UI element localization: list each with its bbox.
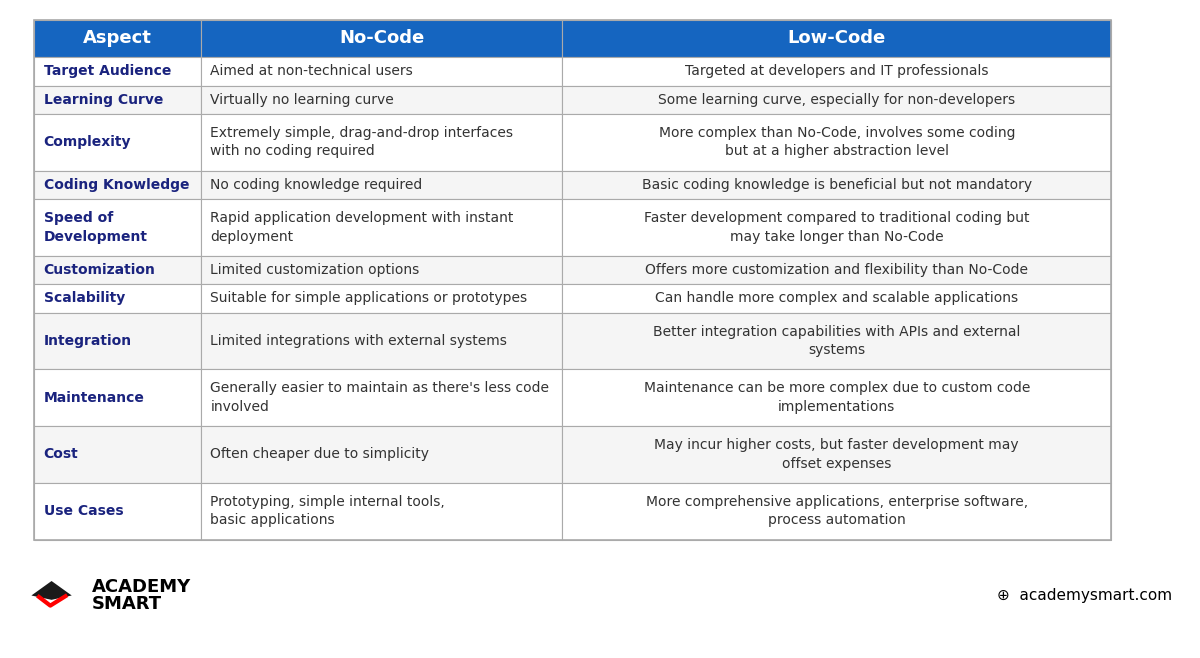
Bar (202, 369, 562, 426)
Text: Generally easier to maintain as there's less code
involved: Generally easier to maintain as there's … (210, 382, 550, 414)
Text: Faster development compared to traditional coding but
may take longer than No-Co: Faster development compared to tradition… (644, 211, 1030, 243)
Text: Maintenance can be more complex due to custom code
implementations: Maintenance can be more complex due to c… (643, 382, 1030, 414)
Bar (202, 313, 562, 369)
Bar (35, 313, 202, 369)
Text: Customization: Customization (43, 263, 156, 277)
Text: Targeted at developers and IT professionals: Targeted at developers and IT profession… (685, 64, 989, 78)
Bar (35, 114, 202, 170)
Bar (35, 20, 202, 57)
Bar (202, 170, 562, 199)
Bar (35, 170, 202, 199)
Bar (562, 256, 1111, 284)
Text: Limited customization options: Limited customization options (210, 263, 420, 277)
Text: No-Code: No-Code (340, 30, 425, 47)
Bar (35, 199, 202, 256)
Bar (202, 86, 562, 114)
Text: Offers more customization and flexibility than No-Code: Offers more customization and flexibilit… (646, 263, 1028, 277)
Bar (562, 284, 1111, 313)
Text: More comprehensive applications, enterprise software,
process automation: More comprehensive applications, enterpr… (646, 495, 1028, 527)
Bar (562, 483, 1111, 540)
Bar (202, 284, 562, 313)
Bar (562, 199, 1111, 256)
Text: Extremely simple, drag-and-drop interfaces
with no coding required: Extremely simple, drag-and-drop interfac… (210, 126, 514, 159)
Text: Aimed at non-technical users: Aimed at non-technical users (210, 64, 413, 78)
Bar (562, 57, 1111, 86)
Text: Complexity: Complexity (43, 136, 131, 149)
Text: Can handle more complex and scalable applications: Can handle more complex and scalable app… (655, 291, 1019, 305)
Bar (35, 369, 202, 426)
Text: Limited integrations with external systems: Limited integrations with external syste… (210, 334, 508, 348)
Text: Some learning curve, especially for non-developers: Some learning curve, especially for non-… (658, 93, 1015, 107)
Text: More complex than No-Code, involves some coding
but at a higher abstraction leve: More complex than No-Code, involves some… (659, 126, 1015, 159)
Text: Aspect: Aspect (84, 30, 152, 47)
Bar (562, 114, 1111, 170)
Text: May incur higher costs, but faster development may
offset expenses: May incur higher costs, but faster devel… (654, 438, 1019, 470)
Text: Speed of
Development: Speed of Development (43, 211, 148, 243)
Text: Rapid application development with instant
deployment: Rapid application development with insta… (210, 211, 514, 243)
Bar (562, 20, 1111, 57)
Bar (202, 20, 562, 57)
Bar (202, 256, 562, 284)
Text: Prototyping, simple internal tools,
basic applications: Prototyping, simple internal tools, basi… (210, 495, 445, 527)
Bar (562, 313, 1111, 369)
Text: Low-Code: Low-Code (787, 30, 886, 47)
Text: Basic coding knowledge is beneficial but not mandatory: Basic coding knowledge is beneficial but… (642, 178, 1032, 192)
Text: Coding Knowledge: Coding Knowledge (43, 178, 190, 192)
Text: Scalability: Scalability (43, 291, 125, 305)
Text: No coding knowledge required: No coding knowledge required (210, 178, 422, 192)
Text: Often cheaper due to simplicity: Often cheaper due to simplicity (210, 447, 430, 461)
Text: Maintenance: Maintenance (43, 391, 144, 405)
Bar (202, 483, 562, 540)
Bar (202, 57, 562, 86)
Bar (562, 170, 1111, 199)
Text: ⊕  academysmart.com: ⊕ academysmart.com (997, 588, 1172, 603)
Bar (562, 369, 1111, 426)
Text: Virtually no learning curve: Virtually no learning curve (210, 93, 395, 107)
Polygon shape (31, 581, 72, 600)
Text: Cost: Cost (43, 447, 78, 461)
Text: Learning Curve: Learning Curve (43, 93, 163, 107)
Text: Integration: Integration (43, 334, 132, 348)
Text: Use Cases: Use Cases (43, 504, 124, 519)
Text: Target Audience: Target Audience (43, 64, 170, 78)
Bar (562, 86, 1111, 114)
Text: ACADEMY
SMART: ACADEMY SMART (91, 578, 191, 613)
Bar (202, 426, 562, 483)
Bar (35, 483, 202, 540)
Text: Better integration capabilities with APIs and external
systems: Better integration capabilities with API… (653, 325, 1020, 357)
Bar (35, 426, 202, 483)
Bar (202, 199, 562, 256)
Bar (35, 256, 202, 284)
Bar (202, 114, 562, 170)
Bar (35, 86, 202, 114)
Bar (35, 57, 202, 86)
Bar (35, 284, 202, 313)
Text: Suitable for simple applications or prototypes: Suitable for simple applications or prot… (210, 291, 528, 305)
Bar (35, 20, 1111, 540)
Bar (562, 426, 1111, 483)
